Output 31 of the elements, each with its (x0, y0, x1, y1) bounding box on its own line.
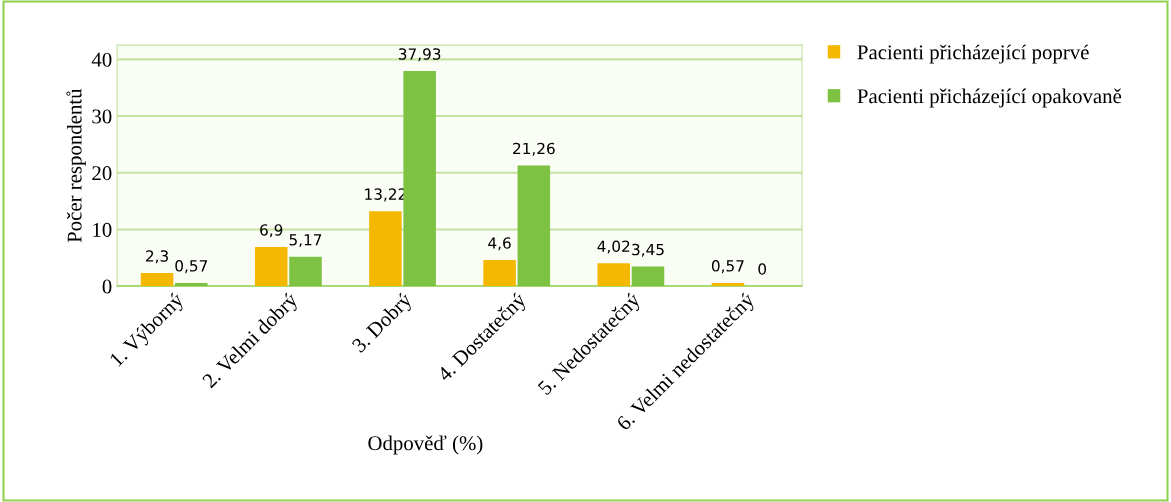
bar (369, 211, 402, 287)
data-label: 21,26 (513, 142, 555, 156)
bar (711, 282, 745, 287)
data-label: 0 (758, 263, 767, 275)
bar (254, 247, 288, 287)
y-tick-label: 10 (93, 222, 112, 237)
bar (175, 282, 208, 287)
data-label: 4,6 (488, 237, 511, 251)
y-tick-label: 20 (92, 166, 112, 181)
legend-label: Pacienti přicházející poprvé (857, 44, 1089, 64)
data-label: 5,17 (289, 234, 322, 248)
data-label: 0,57 (175, 260, 208, 274)
y-tick-label: 40 (91, 52, 112, 67)
y-tick-label: 0 (102, 279, 112, 294)
y-tick-label: 30 (92, 109, 112, 124)
bar (631, 266, 665, 287)
bar (403, 71, 436, 287)
data-label: 6,9 (260, 224, 283, 238)
bar (140, 273, 174, 287)
y-axis-title: Počer respondentů (66, 88, 86, 243)
bar (483, 260, 516, 287)
legend-label: Pacienti přicházející opakovaně (857, 88, 1122, 108)
data-label: 0,57 (711, 260, 744, 274)
data-label: 37,93 (398, 48, 441, 62)
bar (597, 263, 631, 287)
data-label: 3,45 (632, 243, 664, 257)
x-axis-title: Odpověď (%) (368, 435, 483, 455)
bar (517, 165, 551, 287)
data-label: 4,02 (597, 240, 630, 254)
bar (289, 256, 322, 287)
data-label: 2,3 (146, 250, 168, 264)
